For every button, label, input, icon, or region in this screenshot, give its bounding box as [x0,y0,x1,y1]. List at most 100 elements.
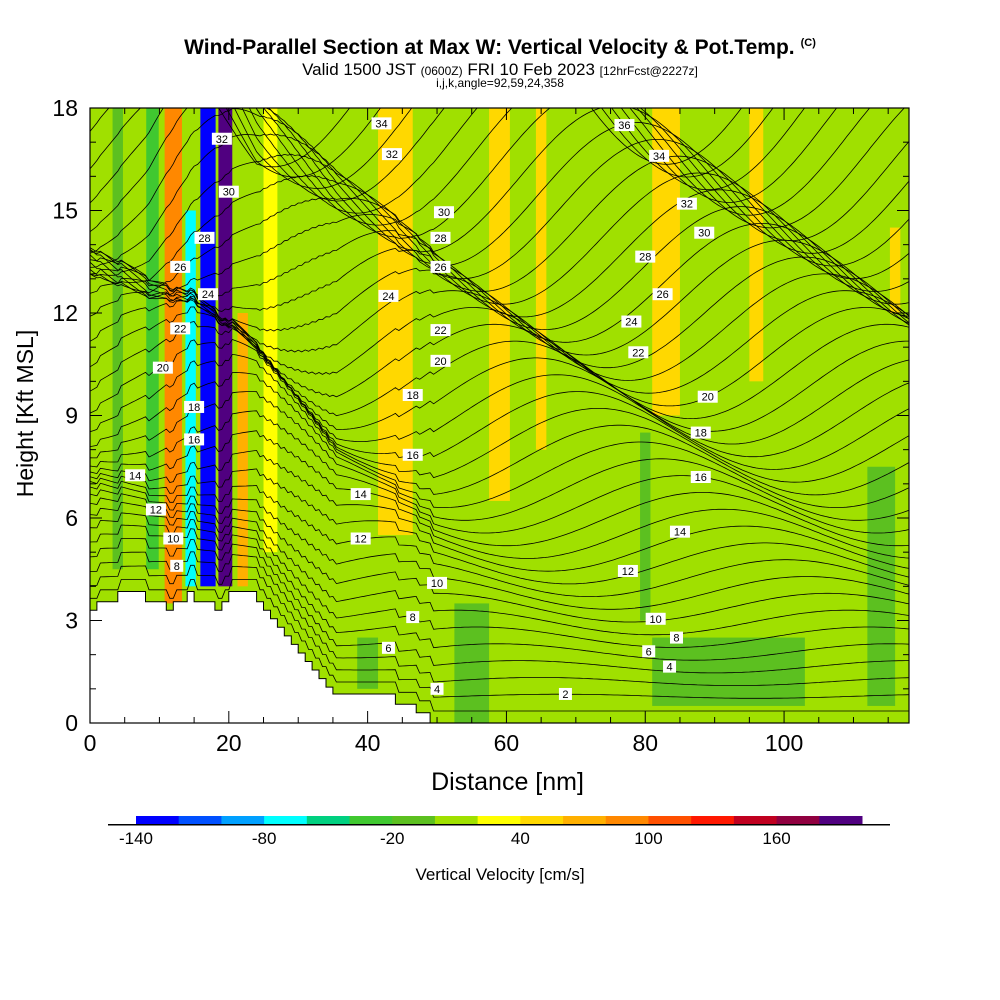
isentrope-label-24: 18 [188,402,200,414]
isentrope-label-bg-24 [184,400,205,413]
colorbar-tick-label-2: -20 [380,829,405,848]
isentrope-label-9: 30 [698,228,710,240]
velocity-cell-14 [889,227,901,313]
isentrope-label-39: 8 [174,561,180,573]
isentrope-label-3: 32 [386,149,398,161]
isentrope-label-20: 22 [632,347,644,359]
isentrope-line-9 [90,480,909,597]
velocity-cell-15 [867,466,896,706]
colorbar-swatch-5 [349,816,393,824]
isentrope-label-bg-34 [350,532,371,545]
isentrope-label-bg-14 [197,288,218,301]
isentrope-line-5 [90,512,909,648]
isentrope-line-36 [90,108,909,254]
isentrope-label-23: 20 [702,392,714,404]
isentrope-line-0 [90,579,909,712]
isentrope-label-bg-30 [125,469,146,482]
colorbar-label: Vertical Velocity [cm/s] [415,865,584,884]
isentrope-line-28 [90,230,909,356]
isentrope-label-46: 2 [562,689,568,701]
velocity-cell-13 [749,108,764,382]
y-axis-label: Height [Kft MSL] [12,330,38,497]
isentrope-label-bg-9 [694,226,715,239]
colorbar-swatch-11 [605,816,649,824]
isentrope-label-10: 28 [434,233,446,245]
velocity-cell-2 [164,108,182,604]
isentrope-label-bg-7 [433,206,454,219]
isentrope-label-bg-41 [669,631,683,644]
isentrope-line-35 [90,108,909,267]
x-tick-label-40: 40 [355,730,381,756]
isentrope-line-10 [90,468,909,585]
copyright-mark: (C) [800,37,816,49]
isentrope-label-25: 18 [407,390,419,402]
isentrope-label-6: 32 [681,199,693,211]
isentrope-label-bg-8 [194,231,215,244]
isentrope-line-4 [90,524,909,661]
isentrope-label-38: 10 [650,614,662,626]
isentrope-label-bg-19 [430,324,451,337]
x-tick-label-0: 0 [84,730,97,756]
isentrope-label-bg-5 [218,185,239,198]
isentrope-label-bg-25 [402,389,423,401]
isentrope-line-30 [90,197,909,331]
velocity-cell-7 [263,108,278,553]
isentrope-label-bg-37 [427,576,448,589]
isentrope-label-18: 22 [174,323,186,335]
isentrope-line-26 [90,247,909,381]
isentrope-label-26: 18 [695,428,707,440]
y-tick-label-0: 0 [65,710,78,736]
isentrope-label-bg-43 [642,645,656,658]
x-tick-label-20: 20 [216,730,242,756]
isentrope-label-bg-4 [649,149,670,162]
isentrope-line-39 [248,108,871,216]
isentrope-line-37 [90,108,909,242]
isentrope-label-8: 28 [198,233,210,245]
velocity-cell-10 [535,108,547,450]
isentrope-label-4: 34 [653,151,665,163]
isentrope-label-bg-39 [170,559,184,572]
terrain-mask [90,591,438,723]
isentrope-line-13 [90,410,909,547]
isentrope-label-29: 16 [695,472,707,484]
isentrope-line-32 [90,153,909,305]
velocity-cell-6 [237,313,248,587]
isentrope-label-17: 24 [625,317,637,329]
colorbar-swatch-8 [477,816,521,824]
isentrope-label-37: 10 [431,578,443,590]
isentrope-label-42: 6 [385,643,391,655]
isentrope-label-7: 30 [438,207,450,219]
isentrope-label-16: 26 [656,289,668,301]
colorbar-swatch-7 [434,816,479,824]
isentrope-label-34: 12 [355,534,367,546]
colorbar-swatch-13 [691,816,735,824]
isentrope-label-bg-36 [163,532,184,545]
isentrope-label-bg-42 [381,641,395,654]
isentrope-label-15: 24 [382,291,394,303]
isentrope-line-15 [90,372,909,521]
colorbar-swatch-12 [648,816,692,824]
isentrope-label-2: 32 [216,134,228,146]
isentrope-label-36: 10 [167,534,179,546]
isentrope-line-22 [90,278,909,432]
isentrope-label-28: 16 [407,450,419,462]
isentrope-line-38 [90,108,905,229]
isentrope-label-bg-33 [145,503,166,516]
isentrope-label-bg-35 [617,564,638,577]
x-axis-label: Distance [nm] [431,768,584,796]
isentrope-label-bg-13 [635,250,656,263]
colorbar-swatch-1 [178,816,222,824]
isentrope-label-31: 14 [355,489,367,501]
isentrope-label-43: 6 [646,646,652,658]
isentrope-label-bg-29 [690,471,711,483]
x-tick-label-80: 80 [632,730,658,756]
y-tick-label-9: 9 [65,403,78,429]
velocity-cell-3 [185,210,196,587]
isentrope-label-bg-38 [645,612,666,625]
isentrope-label-bg-16 [652,288,673,301]
velocity-cell-5 [218,108,233,587]
isentrope-label-bg-10 [430,231,451,244]
colorbar-tick-label-1: -80 [252,829,277,848]
isentrope-label-12: 26 [434,262,446,274]
